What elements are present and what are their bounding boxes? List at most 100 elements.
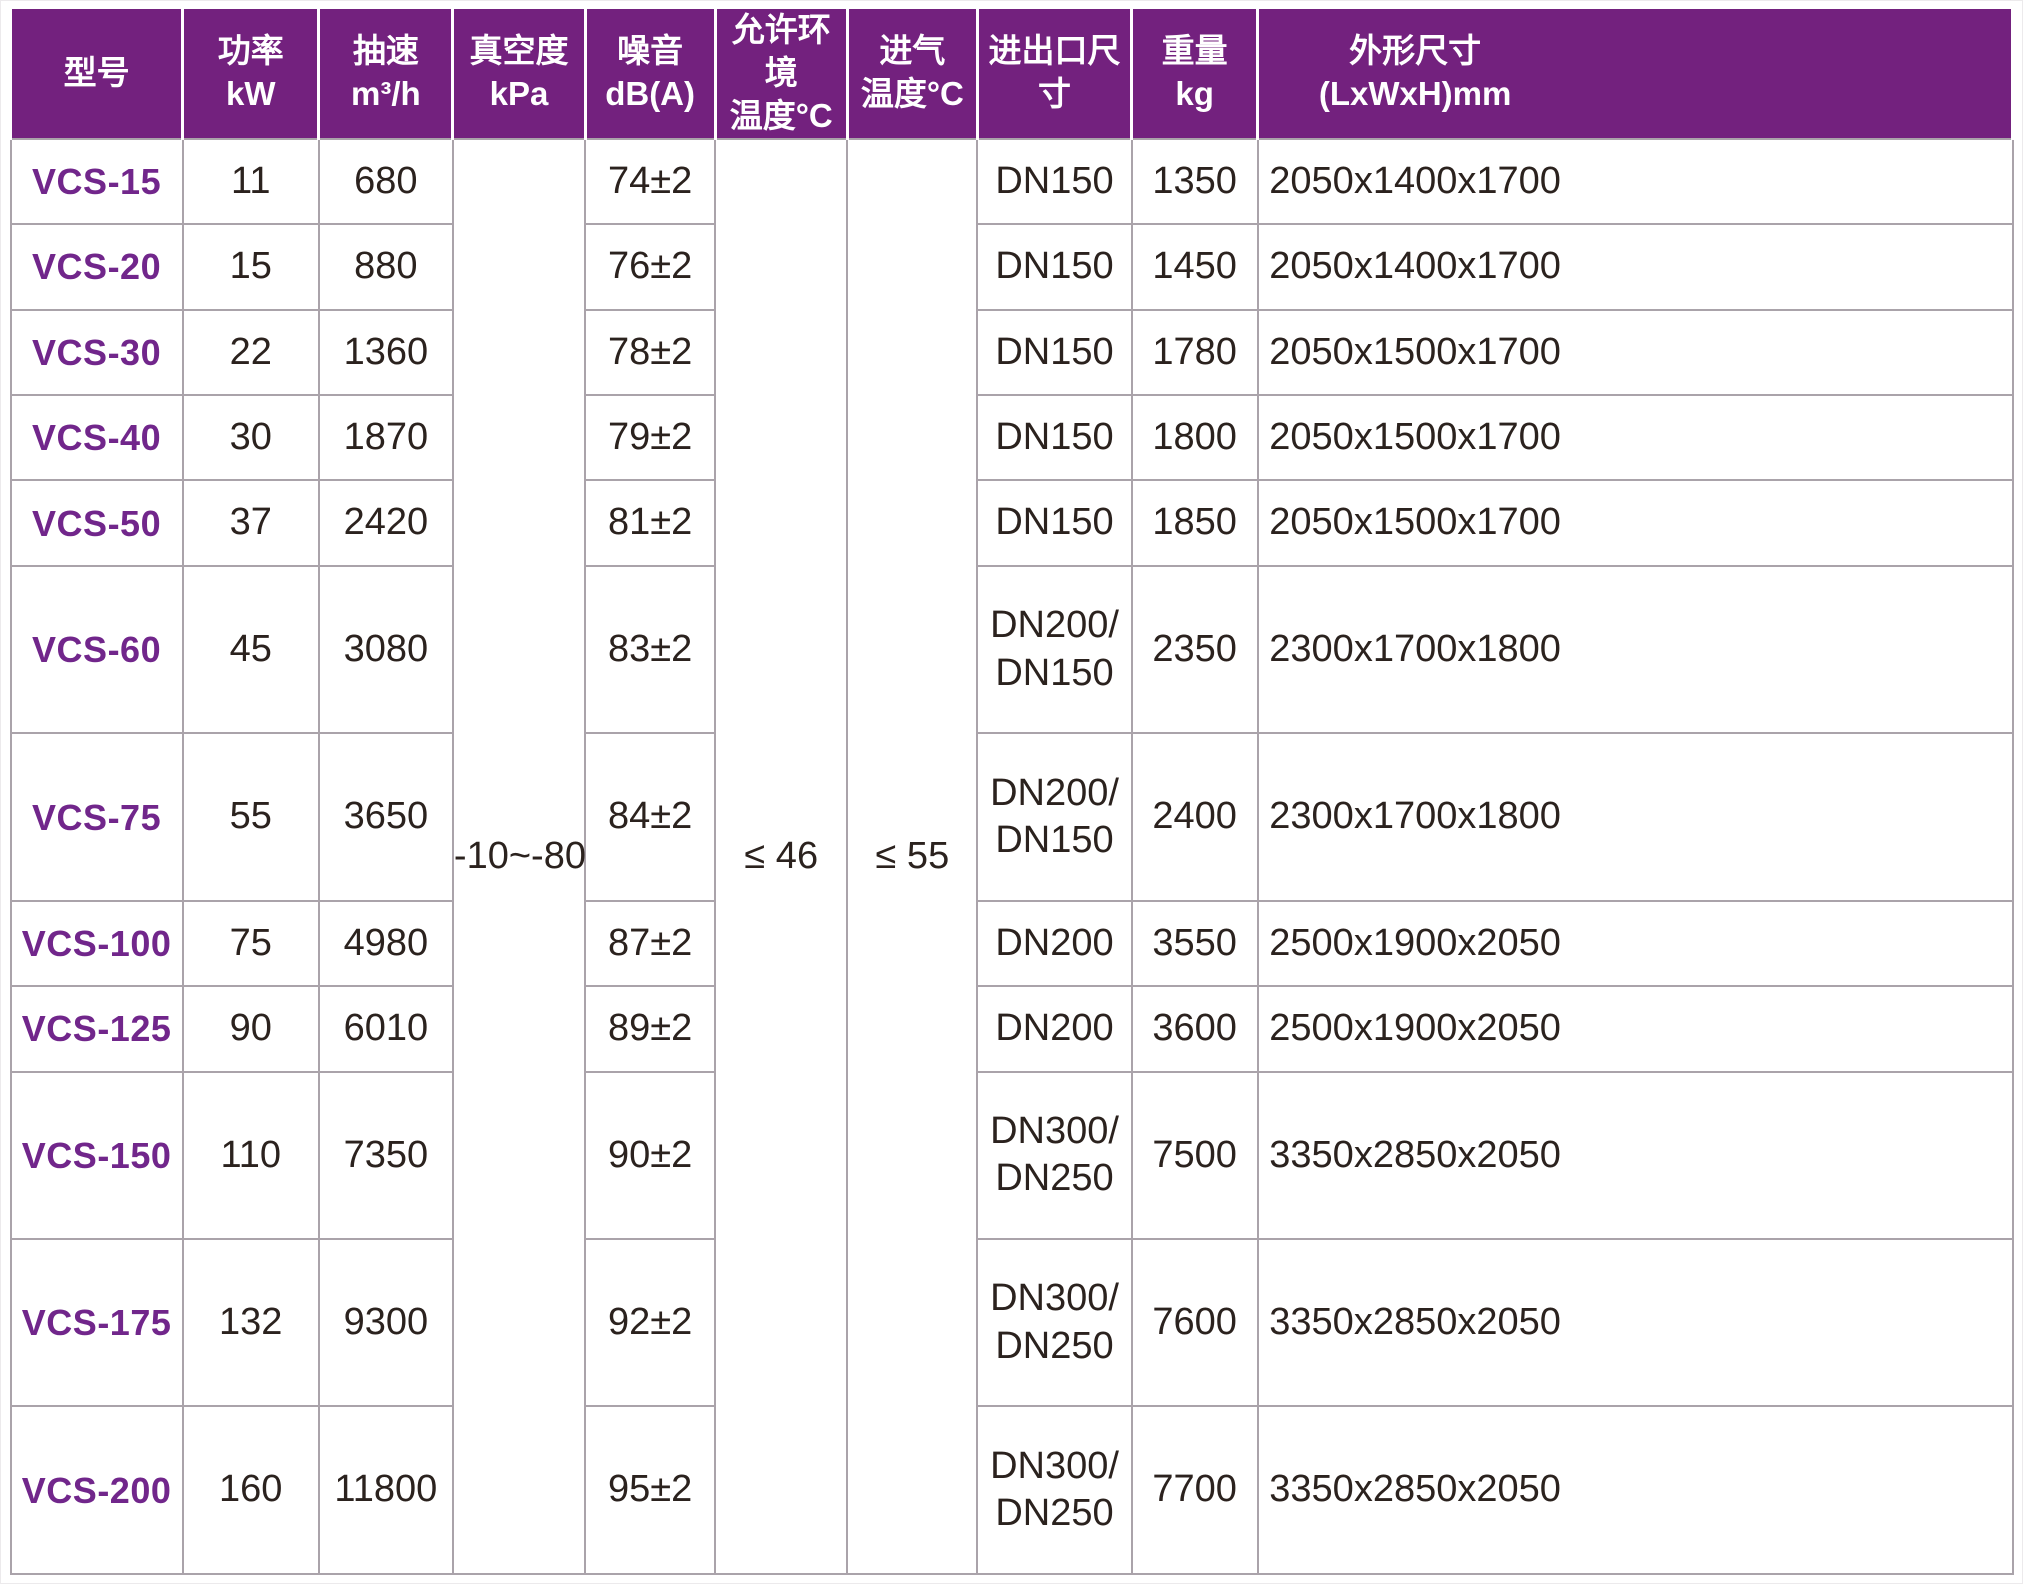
speed-cell: 680 bbox=[317, 137, 454, 226]
weight-cell: 3600 bbox=[1130, 985, 1259, 1073]
table-row: VCS-175 132 9300 92±2 DN300/ DN250 7600 … bbox=[9, 1238, 2014, 1408]
table-row: VCS-75 55 3650 84±2 DN200/ DN150 2400 23… bbox=[9, 732, 2014, 902]
power-cell: 45 bbox=[181, 564, 320, 735]
speed-cell: 880 bbox=[317, 223, 454, 311]
power-cell: 15 bbox=[181, 223, 320, 311]
power-cell: 75 bbox=[181, 899, 320, 988]
col-header-model: 型号 bbox=[8, 9, 185, 139]
power-cell: 11 bbox=[181, 137, 320, 226]
model-cell: VCS-100 bbox=[9, 899, 184, 988]
noise-cell: 84±2 bbox=[584, 732, 717, 902]
speed-cell: 1870 bbox=[317, 393, 454, 482]
dimensions-cell: 2050x1500x1700 bbox=[1256, 308, 2014, 396]
col-header-port-size: 进出口尺 寸 bbox=[975, 9, 1134, 139]
model-cell: VCS-125 bbox=[9, 985, 184, 1073]
weight-cell: 2400 bbox=[1130, 732, 1259, 902]
speed-cell: 7350 bbox=[317, 1070, 454, 1241]
noise-cell: 81±2 bbox=[584, 479, 717, 567]
noise-cell: 83±2 bbox=[584, 564, 717, 735]
weight-cell: 1780 bbox=[1130, 308, 1259, 396]
port-cell: DN300/ DN250 bbox=[976, 1238, 1133, 1408]
weight-cell: 3550 bbox=[1130, 899, 1259, 988]
dimensions-cell: 3350x2850x2050 bbox=[1256, 1070, 2014, 1241]
dimensions-cell: 2050x1500x1700 bbox=[1256, 479, 2014, 567]
dimensions-cell: 2500x1900x2050 bbox=[1256, 985, 2014, 1073]
noise-cell: 79±2 bbox=[584, 393, 717, 482]
header-row: 型号 功率 kW 抽速 m³/h 真空度 kPa 噪音 dB(A) 允许环境 温… bbox=[8, 9, 2014, 139]
noise-cell: 89±2 bbox=[584, 985, 717, 1073]
power-cell: 110 bbox=[181, 1070, 320, 1241]
power-cell: 22 bbox=[181, 308, 320, 396]
table-row: VCS-60 45 3080 83±2 DN200/ DN150 2350 23… bbox=[9, 564, 2014, 735]
port-cell: DN300/ DN250 bbox=[976, 1070, 1133, 1241]
col-header-noise: 噪音 dB(A) bbox=[583, 9, 717, 139]
port-cell: DN200 bbox=[976, 899, 1133, 988]
dimensions-cell: 2050x1400x1700 bbox=[1256, 137, 2014, 226]
vcs-specifications-table: 型号 功率 kW 抽速 m³/h 真空度 kPa 噪音 dB(A) 允许环境 温… bbox=[8, 9, 2014, 1576]
dimensions-cell: 2500x1900x2050 bbox=[1256, 899, 2014, 988]
table-row: VCS-20 15 880 76±2 DN150 1450 2050x1400x… bbox=[9, 223, 2014, 311]
power-cell: 37 bbox=[181, 479, 320, 567]
port-cell: DN150 bbox=[976, 223, 1133, 311]
weight-cell: 1800 bbox=[1130, 393, 1259, 482]
table-row: VCS-150 110 7350 90±2 DN300/ DN250 7500 … bbox=[9, 1070, 2014, 1241]
speed-cell: 11800 bbox=[317, 1405, 454, 1575]
weight-cell: 7700 bbox=[1130, 1405, 1259, 1575]
vacuum-merged-cell: -10~-80 bbox=[451, 137, 587, 1576]
col-header-ambient-temp: 允许环境 温度°C bbox=[713, 9, 849, 139]
weight-cell: 1450 bbox=[1130, 223, 1259, 311]
port-cell: DN300/ DN250 bbox=[976, 1405, 1133, 1575]
power-cell: 55 bbox=[181, 732, 320, 902]
weight-cell: 7600 bbox=[1130, 1238, 1259, 1408]
power-cell: 160 bbox=[181, 1405, 320, 1575]
port-cell: DN150 bbox=[976, 308, 1133, 396]
col-header-speed: 抽速 m³/h bbox=[317, 9, 455, 139]
dimensions-cell: 2300x1700x1800 bbox=[1256, 732, 2014, 902]
table-row: VCS-100 75 4980 87±2 DN200 3550 2500x190… bbox=[9, 899, 2014, 988]
ambient-temp-merged-cell: ≤ 46 bbox=[714, 137, 849, 1576]
port-cell: DN150 bbox=[976, 137, 1133, 226]
weight-cell: 1350 bbox=[1130, 137, 1259, 226]
power-cell: 132 bbox=[181, 1238, 320, 1408]
port-cell: DN200/ DN150 bbox=[976, 564, 1133, 735]
weight-cell: 7500 bbox=[1130, 1070, 1259, 1241]
noise-cell: 78±2 bbox=[584, 308, 717, 396]
model-cell: VCS-200 bbox=[9, 1405, 184, 1575]
model-cell: VCS-175 bbox=[9, 1238, 184, 1408]
noise-cell: 87±2 bbox=[584, 899, 717, 988]
model-cell: VCS-150 bbox=[9, 1070, 184, 1241]
col-header-vacuum: 真空度 kPa bbox=[451, 9, 587, 139]
table-row: VCS-50 37 2420 81±2 DN150 1850 2050x1500… bbox=[9, 479, 2014, 567]
noise-cell: 95±2 bbox=[584, 1405, 717, 1575]
dimensions-cell: 2050x1400x1700 bbox=[1256, 223, 2014, 311]
col-header-weight: 重量 kg bbox=[1130, 9, 1260, 139]
dimensions-cell: 3350x2850x2050 bbox=[1256, 1405, 2014, 1575]
table-row: VCS-15 11 680 -10~-80 74±2 ≤ 46 ≤ 55 DN1… bbox=[9, 137, 2014, 1576]
power-cell: 90 bbox=[181, 985, 320, 1073]
col-header-dimensions: 外形尺寸 (LxWxH)mm bbox=[1256, 9, 2014, 139]
speed-cell: 3650 bbox=[317, 732, 454, 902]
dimensions-cell: 3350x2850x2050 bbox=[1256, 1238, 2014, 1408]
model-cell: VCS-50 bbox=[9, 479, 184, 567]
noise-cell: 74±2 bbox=[584, 137, 717, 226]
model-cell: VCS-15 bbox=[9, 137, 184, 226]
intake-temp-merged-cell: ≤ 55 bbox=[846, 137, 979, 1576]
table-row: VCS-30 22 1360 78±2 DN150 1780 2050x1500… bbox=[9, 308, 2014, 396]
speed-cell: 6010 bbox=[317, 985, 454, 1073]
speed-cell: 3080 bbox=[317, 564, 454, 735]
model-cell: VCS-20 bbox=[9, 223, 184, 311]
speed-cell: 1360 bbox=[317, 308, 454, 396]
model-cell: VCS-40 bbox=[9, 393, 184, 482]
port-cell: DN150 bbox=[976, 479, 1133, 567]
table-row: VCS-200 160 11800 95±2 DN300/ DN250 7700… bbox=[9, 1405, 2014, 1575]
noise-cell: 90±2 bbox=[584, 1070, 717, 1241]
col-header-power: 功率 kW bbox=[181, 9, 321, 139]
dimensions-cell: 2300x1700x1800 bbox=[1256, 564, 2014, 735]
weight-cell: 2350 bbox=[1130, 564, 1259, 735]
col-header-intake-temp: 进气 温度°C bbox=[845, 9, 979, 139]
dimensions-cell: 2050x1500x1700 bbox=[1256, 393, 2014, 482]
power-cell: 30 bbox=[181, 393, 320, 482]
model-cell: VCS-30 bbox=[9, 308, 184, 396]
model-cell: VCS-75 bbox=[9, 732, 184, 902]
